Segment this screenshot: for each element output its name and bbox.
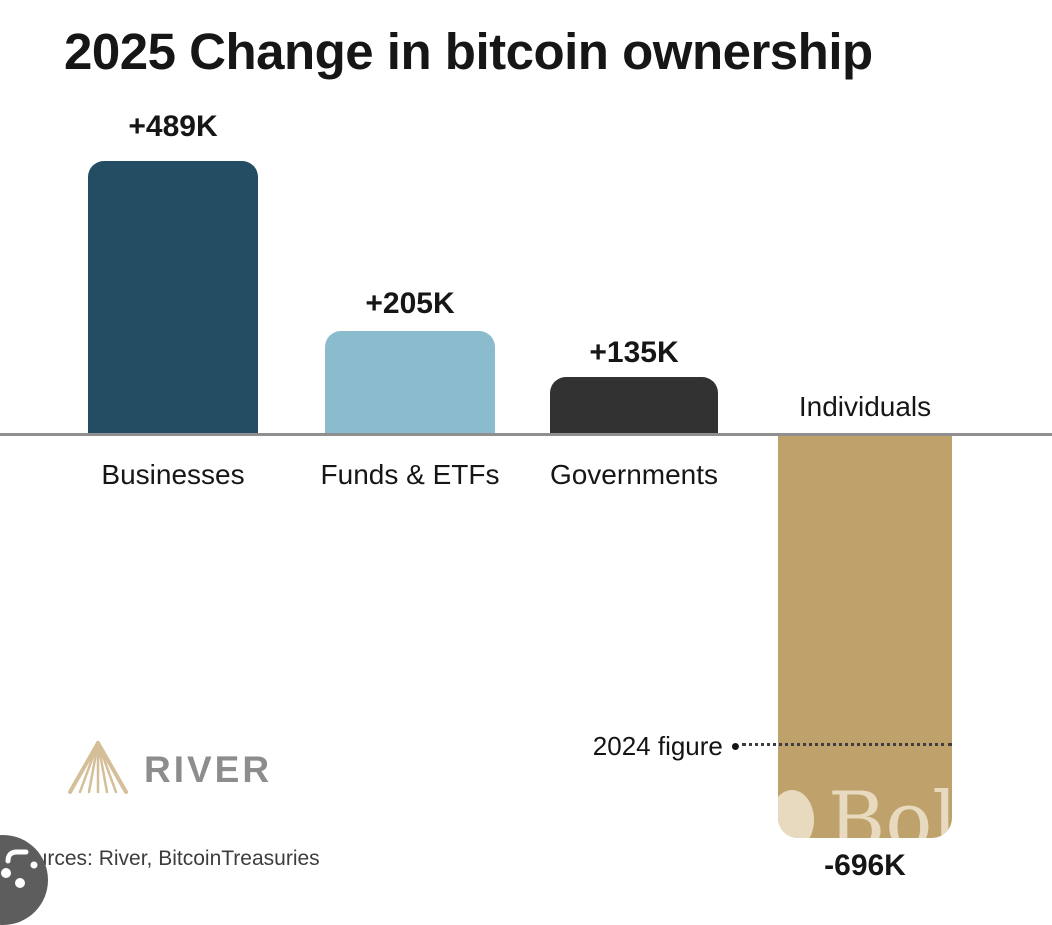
annotation-text: 2024 figure	[592, 731, 723, 761]
annotation-2024-figure: 2024 figure •	[540, 731, 740, 762]
bar-funds-etfs	[325, 331, 495, 433]
annotation-dotted-line	[742, 743, 952, 746]
category-label-governments: Governments	[549, 459, 719, 490]
watermark: Bole	[778, 782, 952, 838]
bar-individuals: Bole	[778, 436, 952, 838]
bar-chart: 2025 Change in bitcoin ownership +489K +…	[0, 23, 1052, 925]
category-label-businesses: Businesses	[101, 459, 245, 490]
category-label-funds-etfs: Funds & ETFs	[320, 459, 500, 490]
watermark-blob-icon	[778, 790, 814, 838]
category-label-individuals: Individuals	[798, 391, 932, 422]
axis-baseline	[0, 433, 1052, 436]
lens-button[interactable]	[0, 835, 48, 925]
river-logo-text: RIVER	[144, 748, 273, 790]
value-label-funds-etfs: +205K	[365, 287, 455, 320]
river-fan-icon	[66, 740, 130, 799]
source-text: Sources: River, BitcoinTreasuries	[10, 847, 320, 870]
bar-governments	[550, 377, 718, 433]
value-label-governments: +135K	[589, 336, 679, 369]
value-label-individuals: -696K	[824, 849, 906, 882]
annotation-bullet: •	[730, 731, 740, 761]
chart-title: 2025 Change in bitcoin ownership	[64, 23, 873, 80]
watermark-text: Bole	[828, 776, 952, 838]
bar-businesses	[88, 161, 258, 433]
value-label-businesses: +489K	[128, 110, 218, 143]
river-logo: RIVER	[66, 740, 272, 799]
